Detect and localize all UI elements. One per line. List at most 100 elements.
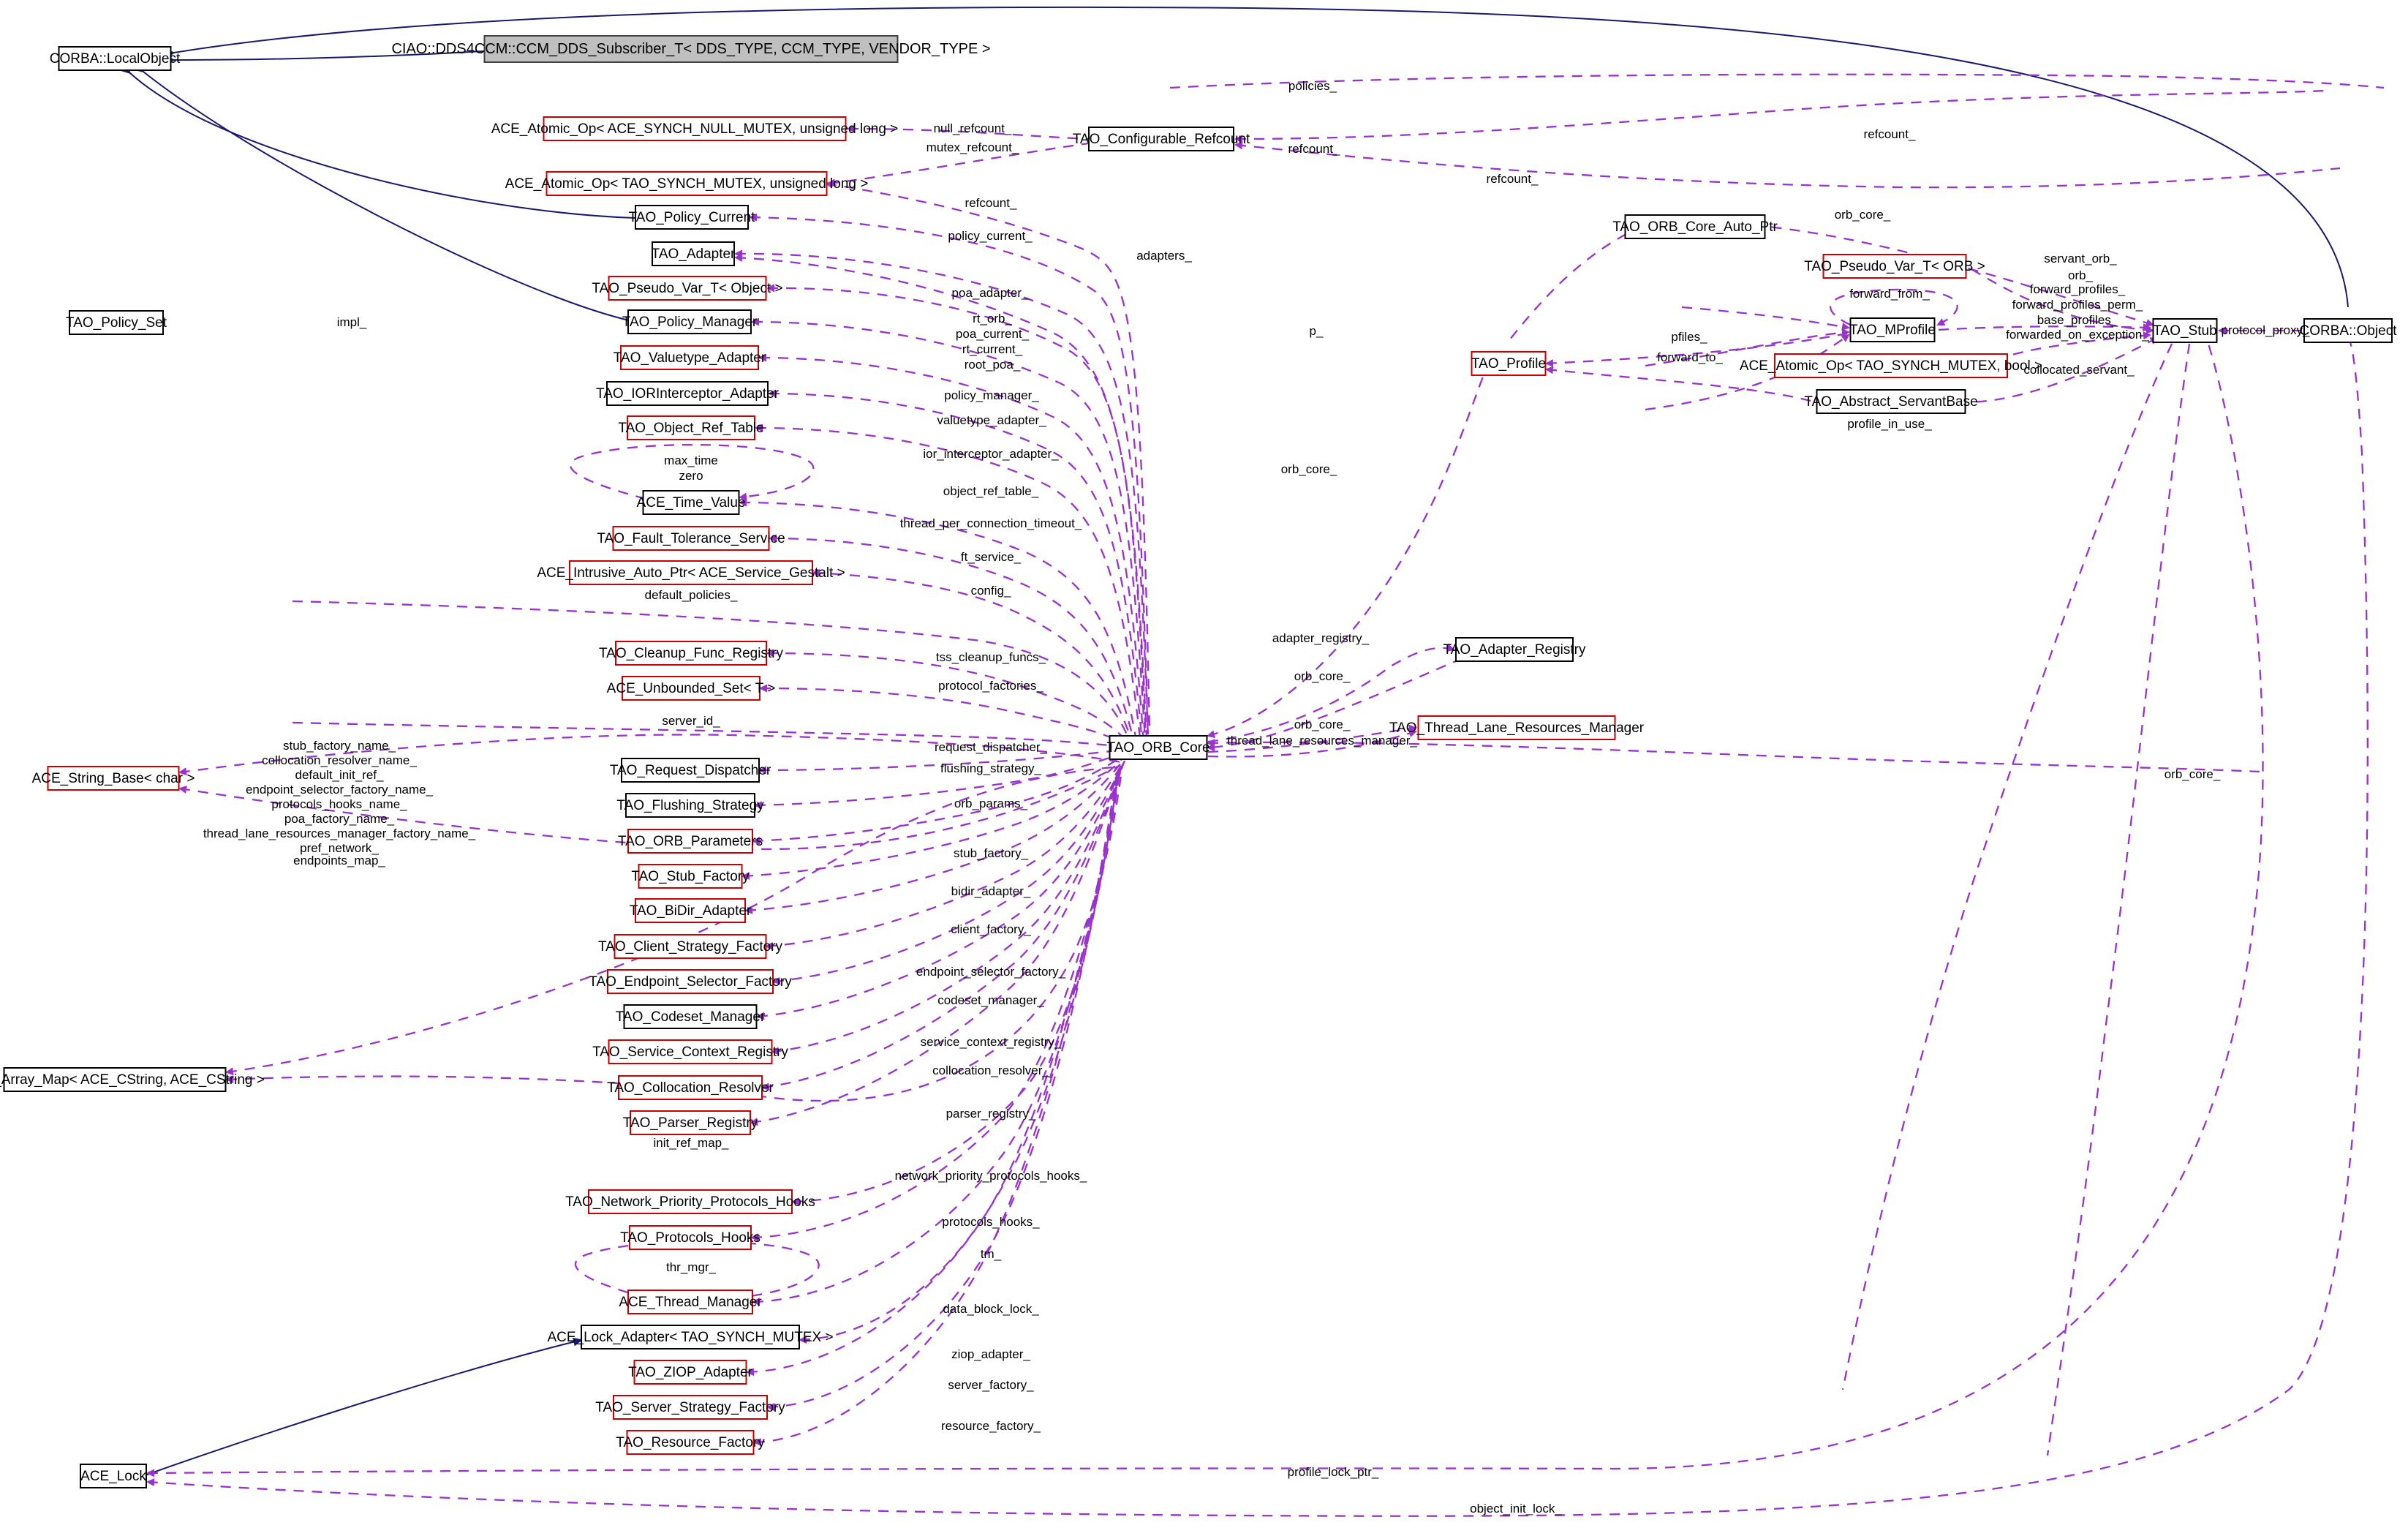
edge-label-protocol_fac: protocol_factories_ [938,678,1043,693]
class-node-orb_params[interactable]: TAO_ORB_Parameters [618,829,763,854]
class-node-localobject[interactable]: CORBA::LocalObject [50,46,180,71]
class-node-fault_tol[interactable]: TAO_Fault_Tolerance_Service [597,526,785,551]
edge-label-ziop_adapter: ziop_adapter_ [951,1347,1030,1361]
edge-label-adapter_reg: adapter_registry_ [1272,630,1370,645]
edge-label-max_time: max_time [664,453,718,467]
class-node-client_strat[interactable]: TAO_Client_Strategy_Factory [598,934,782,959]
edge-label-req_dispatch: request_dispatcher_ [934,739,1048,754]
class-node-svc_ctx_reg[interactable]: TAO_Service_Context_Registry [592,1039,788,1064]
edge-label-policies: policies_ [1288,78,1337,93]
edge-label-thread_lane_m: thread_lane_resources_manager_ [1227,733,1417,748]
class-node-proto_hooks[interactable]: TAO_Protocols_Hooks [620,1225,760,1250]
class-node-thread_lane[interactable]: TAO_Thread_Lane_Resources_Manager [1389,715,1644,740]
class-node-time_value[interactable]: ACE_Time_Value [637,490,745,515]
class-node-iorinterceptor[interactable]: TAO_IORInterceptor_Adapter [596,381,779,406]
edge-label-ft_service: ft_service_ [960,549,1022,564]
class-node-pseudovar_orb[interactable]: TAO_Pseudo_Var_T< ORB > [1804,254,1985,279]
edge-label-null_refcount: null_refcount_ [933,121,1012,135]
class-node-profile[interactable]: TAO_Profile [1471,351,1547,376]
edge-label-rt_orb: rt_orb_ [973,311,1012,325]
class-node-adapter[interactable]: TAO_Adapter [652,241,735,266]
edge-label-root_poa: root_poa_ [964,357,1021,372]
edge-label-refcount_3: refcount_ [1863,127,1916,141]
edge-label-refcount_2: refcount_ [1486,171,1539,186]
edge-label-codeset_mgr: codeset_manager_ [937,993,1044,1007]
class-node-array_map[interactable]: ACE_Array_Map< ACE_CString, ACE_CString … [0,1067,265,1092]
edge-label-proto_hooks: protocols_hooks_ [942,1214,1040,1229]
class-node-atomic_null[interactable]: ACE_Atomic_Op< ACE_SYNCH_NULL_MUTEX, uns… [491,116,898,141]
edge-label-fwd_on_exc: forwarded_on_exception_ [2006,327,2149,342]
class-node-abstract_sb[interactable]: TAO_Abstract_ServantBase [1804,389,1978,414]
class-node-objref_table[interactable]: TAO_Object_Ref_Table [618,415,764,440]
edge-label-servant_orb: servant_orb_ [2044,251,2117,266]
edge-label-stub_fac_name: stub_factory_name_ [282,738,396,753]
class-node-config_refcnt[interactable]: TAO_Configurable_Refcount [1073,127,1250,151]
edge-label-data_block_lk: data_block_lock_ [943,1301,1039,1316]
class-node-corba_object[interactable]: CORBA::Object [2299,318,2397,343]
class-node-stub_factory[interactable]: TAO_Stub_Factory [631,864,750,889]
class-node-orbcore_autoptr[interactable]: TAO_ORB_Core_Auto_Ptr [1612,214,1778,239]
class-node-pseudovar_obj[interactable]: TAO_Pseudo_Var_T< Object > [592,276,783,301]
class-node-server_strat[interactable]: TAO_Server_Strategy_Factory [595,1395,785,1420]
edge-label-orb_core_prof: orb_core_ [1280,462,1337,476]
edge-label-thread_lane_nm: thread_lane_resources_manager_factory_na… [203,826,476,840]
class-node-ziop[interactable]: TAO_ZIOP_Adapter [628,1360,752,1385]
class-node-ace_lock[interactable]: ACE_Lock [80,1464,147,1488]
edge-label-svc_ctx_reg: service_context_registry_ [920,1034,1062,1049]
edge-label-poa_fac_name: poa_factory_name_ [284,811,395,826]
edge-label-collocation: collocation_resolver_ [932,1063,1049,1077]
edge-label-flushing: flushing_strategy_ [940,761,1041,775]
class-node-focus[interactable]: CIAO::DDS4CCM::CCM_DDS_Subscriber_T< DDS… [391,35,991,63]
class-node-policy_current[interactable]: TAO_Policy_Current [629,205,755,230]
class-node-mprofile[interactable]: TAO_MProfile [1849,317,1936,342]
edge-label-fwd_prof_perm: forward_profiles_perm_ [2012,297,2143,312]
class-node-unbounded_set[interactable]: ACE_Unbounded_Set< T > [607,676,775,701]
edge-label-poa_current: poa_current_ [955,326,1030,341]
edge-label-valuetype_ad: valuetype_adapter_ [937,413,1046,427]
class-node-adapter_reg[interactable]: TAO_Adapter_Registry [1443,637,1586,662]
edge-label-parser_reg: parser_registry_ [946,1106,1036,1121]
class-node-string_base[interactable]: ACE_String_Base< char > [32,766,195,791]
edge-label-default_init: default_init_ref_ [295,767,384,782]
class-node-atomic_tao[interactable]: ACE_Atomic_Op< TAO_SYNCH_MUTEX, unsigned… [505,171,868,196]
class-node-valuetype_ad[interactable]: TAO_Valuetype_Adapter [614,345,766,370]
edge-label-refcount_1: refcount_ [1288,141,1340,156]
edge-label-rt_current: rt_current_ [962,342,1023,356]
edge-label-poa_adapter: poa_adapter_ [951,285,1029,300]
edge-label-orb_core_ar: orb_core_ [1294,669,1351,683]
inheritance-edges [121,6,2349,1477]
class-node-orb_core[interactable]: TAO_ORB_Core [1106,735,1210,760]
edge-label-pfiles: pfiles_ [1671,329,1707,344]
class-node-lock_adapter[interactable]: ACE_Lock_Adapter< TAO_SYNCH_MUTEX > [547,1325,834,1349]
edge-label-stub_factory: stub_factory_ [953,846,1029,860]
class-node-atomic_bool[interactable]: ACE_Atomic_Op< TAO_SYNCH_MUTEX, bool > [1740,353,2042,378]
edge-label-colloc_res_nm: collocation_resolver_name_ [262,753,417,767]
edge-label-net_prio: network_priority_protocols_hooks_ [894,1168,1087,1183]
class-node-policy_manager[interactable]: TAO_Policy_Manager [622,309,757,334]
edge-label-orb_params: orb_params_ [954,796,1028,810]
class-node-collocation[interactable]: TAO_Collocation_Resolver [607,1075,774,1100]
class-node-stub[interactable]: TAO_Stub [2152,318,2218,343]
edge-label-p: p_ [1309,323,1324,338]
class-node-endpoint_sel[interactable]: TAO_Endpoint_Selector_Factory [589,969,792,994]
edge-label-orb_core_tl: orb_core_ [1294,717,1351,731]
edge-label-ior_interc: ior_interceptor_adapter_ [923,446,1059,461]
class-node-net_prio[interactable]: TAO_Network_Priority_Protocols_Hooks [565,1189,815,1214]
class-node-policy_set[interactable]: TAO_Policy_Set [66,310,167,335]
edge-label-policy_manager: policy_manager_ [944,388,1039,402]
class-node-thread_mgr[interactable]: ACE_Thread_Manager [619,1290,762,1314]
edge-label-tm: tm_ [980,1246,1002,1261]
edge-label-thread_per_con: thread_per_connection_timeout_ [899,516,1082,530]
class-node-parser_reg[interactable]: TAO_Parser_Registry [623,1110,758,1135]
edge-label-zero: zero [679,468,703,483]
class-node-req_dispatch[interactable]: TAO_Request_Dispatcher [610,758,771,783]
class-node-cleanup_reg[interactable]: TAO_Cleanup_Func_Registry [599,641,783,666]
class-node-codeset[interactable]: TAO_Codeset_Manager [616,1004,765,1029]
class-node-bidir[interactable]: TAO_BiDir_Adapter [630,898,751,923]
class-node-resource_fac[interactable]: TAO_Resource_Factory [616,1430,765,1455]
edge-label-mutex_refcount: mutex_refcount_ [926,140,1019,154]
edge-label-object_init_lk: object_init_lock_ [1470,1501,1562,1516]
class-node-flushing[interactable]: TAO_Flushing_Strategy [616,793,764,818]
class-node-intrusive_ptr[interactable]: ACE_Intrusive_Auto_Ptr< ACE_Service_Gest… [537,560,845,585]
